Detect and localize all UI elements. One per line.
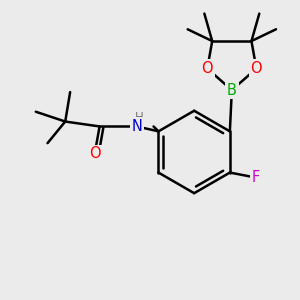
Text: N: N (131, 119, 142, 134)
Text: O: O (89, 146, 100, 161)
Text: O: O (250, 61, 262, 76)
Text: O: O (202, 61, 213, 76)
Text: B: B (227, 82, 237, 98)
Text: F: F (251, 170, 260, 185)
Text: H: H (134, 111, 143, 124)
